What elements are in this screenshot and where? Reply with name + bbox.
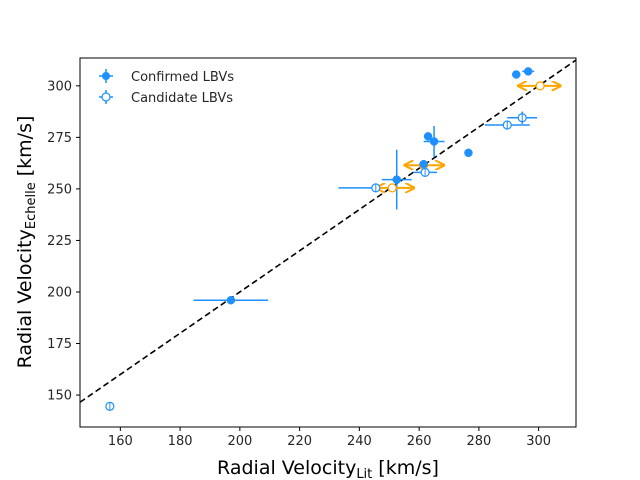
y-tick-label: 250: [47, 182, 72, 197]
y-axis-label: Radial VelocityEchelle [km/s]: [14, 116, 39, 369]
reference-line: [80, 59, 576, 403]
legend-candidate-marker: [101, 92, 111, 102]
x-tick-label: 240: [347, 434, 372, 449]
legend-confirmed-marker: [102, 72, 110, 80]
range-arrow-marker: [387, 183, 397, 193]
confirmed-lbv-point: [511, 70, 521, 79]
x-axis-label: Radial VelocityLit [km/s]: [217, 457, 439, 480]
x-tick-label: 180: [168, 434, 193, 449]
legend: Confirmed LBVs Candidate LBVs: [99, 69, 234, 106]
confirmed-lbv-point: [392, 175, 401, 184]
plot-frame: [79, 57, 577, 428]
y-axis-label-main: Radial Velocity: [14, 229, 36, 368]
y-axis-label-subscript: Echelle: [24, 182, 39, 229]
legend-candidate-label: Candidate LBVs: [131, 91, 233, 106]
confirmed-lbv-point: [423, 132, 433, 141]
y-tick-label: 175: [47, 337, 72, 352]
x-tick-label: 220: [287, 434, 312, 449]
legend-confirmed-label: Confirmed LBVs: [131, 70, 234, 85]
y-axis-label-unit: [km/s]: [14, 116, 36, 183]
x-tick-label: 260: [407, 434, 432, 449]
axis-ticks: 160 180 200 220 240 260 280 300 150 175 200 225 250 2…: [47, 79, 551, 449]
confirmed-lbv-point: [523, 67, 533, 76]
x-axis-label-main: Radial Velocity: [217, 457, 356, 479]
x-tick-label: 200: [227, 434, 252, 449]
confirmed-lbv-point: [419, 159, 428, 169]
x-axis-label-unit: [km/s]: [372, 457, 439, 479]
confirmed-lbv-point: [226, 295, 236, 305]
x-tick-label: 160: [108, 434, 133, 449]
range-arrow-marker: [535, 81, 545, 91]
confirmed-lbv-point: [464, 148, 473, 158]
y-tick-label: 300: [47, 79, 72, 94]
confirmed-lbv-point: [429, 137, 439, 146]
y-tick-label: 150: [47, 389, 72, 404]
y-tick-label: 225: [47, 234, 72, 249]
y-tick-label: 275: [47, 131, 72, 146]
x-axis-label-subscript: Lit: [356, 467, 372, 480]
x-tick-label: 280: [466, 434, 491, 449]
x-tick-label: 300: [526, 434, 551, 449]
y-tick-label: 200: [47, 285, 72, 300]
